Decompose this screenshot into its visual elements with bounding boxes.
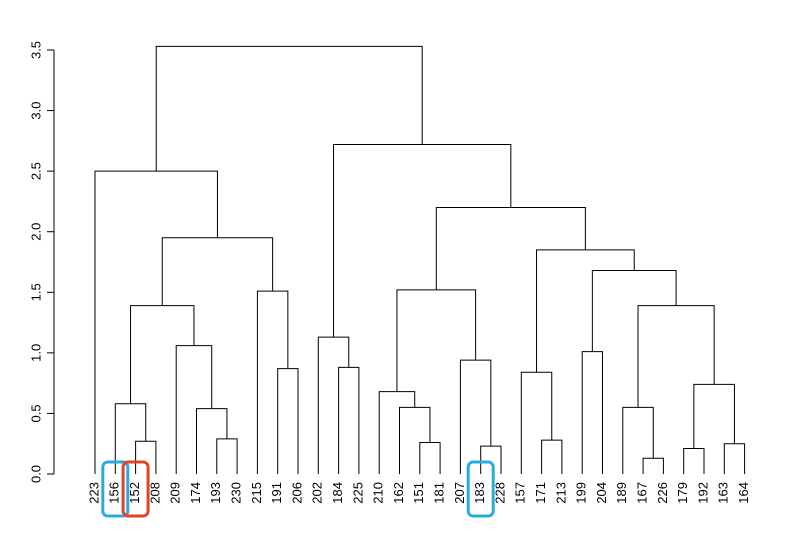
merge-link	[155, 45, 423, 172]
merge-link	[256, 290, 289, 474]
leaf-label: 192	[695, 482, 710, 504]
merge-link	[216, 438, 238, 474]
merge-link	[683, 448, 705, 474]
merge-link	[581, 351, 603, 474]
merge-link	[378, 391, 416, 474]
merge-link	[333, 143, 512, 338]
leaf-label: 163	[716, 482, 731, 504]
leaf-label: 156	[107, 482, 122, 504]
leaf-label: 174	[188, 482, 203, 504]
leaf-labels: 223 156 152 208 209 174 193 230 215 191 206 202 184 2…	[86, 482, 751, 504]
leaf-label: 157	[513, 482, 528, 504]
leaf-label: 223	[86, 482, 101, 504]
leaf-highlight-box	[466, 460, 495, 518]
merge-link	[277, 368, 299, 474]
leaf-label: 199	[574, 482, 589, 504]
dendrogram-tree	[94, 45, 746, 474]
leaf-label: 181	[432, 482, 447, 504]
leaf-label: 189	[614, 482, 629, 504]
leaf-highlight-box	[101, 460, 130, 518]
leaf-label: 164	[736, 482, 751, 504]
leaf-highlight-box	[121, 460, 150, 518]
leaf-label: 210	[371, 482, 386, 504]
merge-link	[396, 289, 477, 392]
merge-link	[419, 442, 441, 474]
merge-link	[541, 439, 563, 474]
leaf-label: 171	[533, 482, 548, 504]
merge-link	[175, 345, 213, 474]
y-tick-label: 3.0	[28, 102, 43, 120]
leaf-highlights	[101, 460, 495, 518]
y-tick-label: 0.0	[28, 465, 43, 483]
leaf-label: 162	[391, 482, 406, 504]
leaf-label: 184	[330, 482, 345, 504]
y-tick-label: 0.5	[28, 404, 43, 422]
y-tick-label: 1.5	[28, 283, 43, 301]
leaf-label: 204	[594, 482, 609, 504]
leaf-label: 202	[310, 482, 325, 504]
merge-link	[135, 440, 157, 474]
y-tick-label: 3.5	[28, 41, 43, 59]
leaf-label: 193	[208, 482, 223, 504]
merge-link	[399, 406, 431, 474]
y-axis: 0.0 0.5 1.0 1.5 2.0 2.5 3.0 3.5	[28, 41, 55, 483]
leaf-label: 179	[675, 482, 690, 504]
leaf-label: 151	[411, 482, 426, 504]
leaf-label: 152	[127, 482, 142, 504]
merge-link	[317, 336, 350, 474]
merge-link	[94, 170, 218, 474]
y-tick-label: 2.5	[28, 162, 43, 180]
leaf-label: 213	[553, 482, 568, 504]
leaf-label: 206	[289, 482, 304, 504]
merge-link	[520, 371, 553, 474]
leaf-label: 226	[655, 482, 670, 504]
merge-link	[637, 305, 715, 408]
leaf-label: 209	[168, 482, 183, 504]
merge-link	[435, 206, 586, 290]
leaf-label: 230	[229, 482, 244, 504]
leaf-label: 208	[147, 482, 162, 504]
merge-link	[480, 445, 502, 474]
leaf-label: 167	[635, 482, 650, 504]
leaf-label: 228	[492, 482, 507, 504]
merge-link	[161, 237, 274, 306]
merge-link	[693, 383, 735, 449]
leaf-label: 191	[269, 482, 284, 504]
merge-link	[622, 406, 654, 474]
merge-link	[196, 408, 228, 474]
merge-link	[536, 249, 635, 373]
leaf-label: 225	[350, 482, 365, 504]
merge-link	[723, 443, 746, 474]
leaf-label: 215	[249, 482, 264, 504]
merge-link	[459, 359, 492, 474]
merge-link	[130, 305, 195, 404]
leaf-label: 207	[452, 482, 467, 504]
leaf-label: 183	[472, 482, 487, 504]
merge-link	[642, 457, 664, 474]
y-tick-label: 1.0	[28, 344, 43, 362]
merge-link	[338, 366, 360, 474]
y-tick-label: 2.0	[28, 223, 43, 241]
merge-link	[591, 269, 677, 352]
